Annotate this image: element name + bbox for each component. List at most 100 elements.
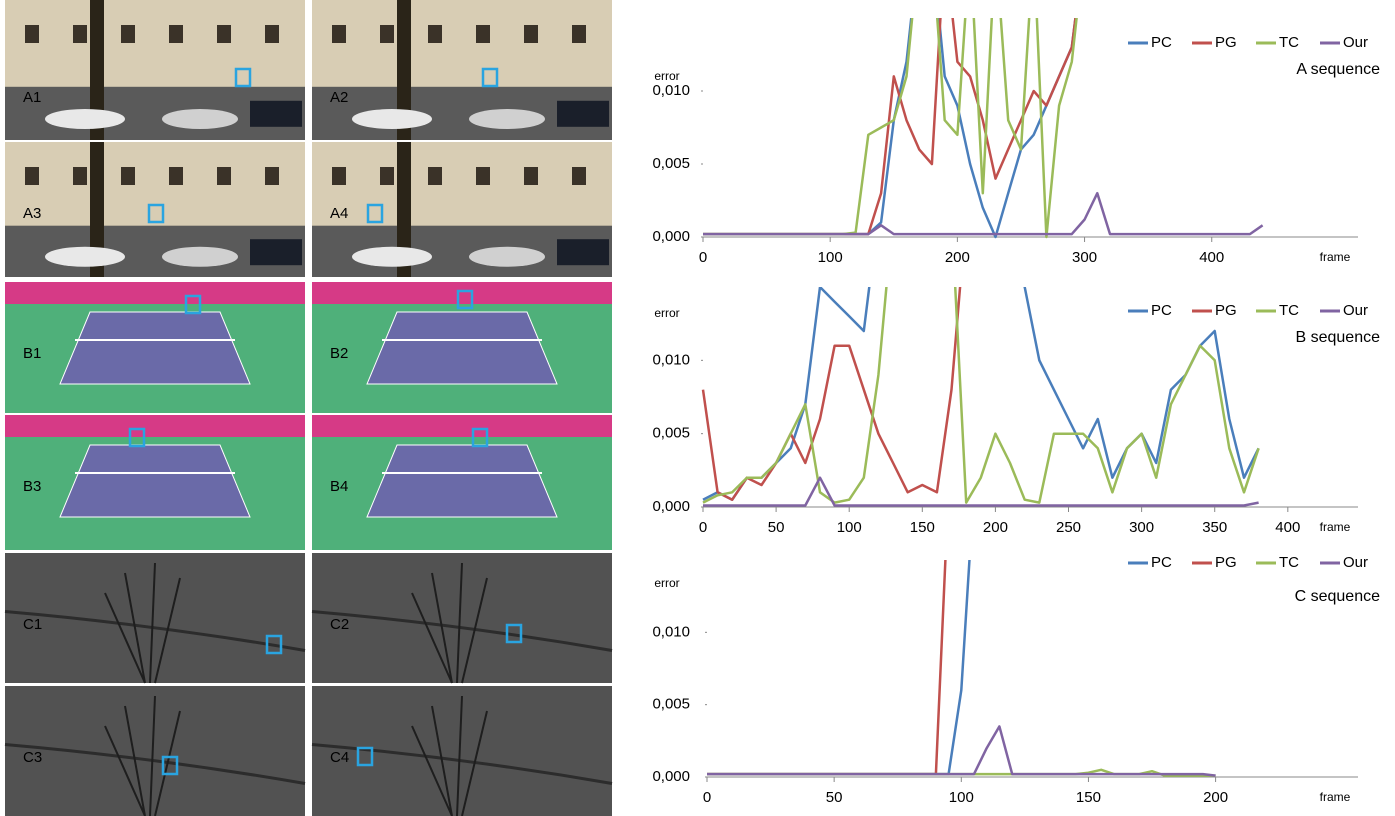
frame-label: C3 bbox=[23, 749, 42, 766]
x-axis-label: frame bbox=[1320, 520, 1351, 534]
y-axis-label: error bbox=[654, 306, 679, 320]
window bbox=[332, 167, 346, 185]
video-frame: C2 bbox=[312, 553, 612, 683]
legend-label: PC bbox=[1151, 302, 1172, 319]
chart-title: A sequence bbox=[1296, 61, 1380, 78]
x-tick-label: 250 bbox=[1056, 519, 1081, 536]
frame-label: A2 bbox=[330, 89, 348, 106]
frame-label: B2 bbox=[330, 345, 348, 362]
frame-label: C1 bbox=[23, 616, 42, 633]
series-line bbox=[703, 0, 1085, 237]
window bbox=[217, 25, 231, 43]
chart-title: C sequence bbox=[1295, 588, 1380, 605]
x-tick-label: 400 bbox=[1275, 519, 1300, 536]
frame-label: B1 bbox=[23, 345, 41, 362]
window bbox=[524, 167, 538, 185]
video-frame: A2 bbox=[312, 0, 612, 140]
court bbox=[367, 445, 557, 517]
x-tick-label: 0 bbox=[703, 789, 711, 806]
frame-label: B3 bbox=[23, 478, 41, 495]
series-line bbox=[707, 726, 1216, 775]
x-tick-label: 50 bbox=[826, 789, 843, 806]
window bbox=[265, 25, 279, 43]
legend-label: TC bbox=[1279, 302, 1299, 319]
chart-title: B sequence bbox=[1295, 329, 1380, 346]
legend-label: Our bbox=[1343, 302, 1368, 319]
video-frame: B4 bbox=[312, 415, 612, 550]
window bbox=[572, 167, 586, 185]
frame-label: C4 bbox=[330, 749, 349, 766]
legend-label: Our bbox=[1343, 554, 1368, 571]
banner bbox=[5, 415, 305, 437]
window bbox=[121, 167, 135, 185]
legend-label: TC bbox=[1279, 554, 1299, 571]
video-frame: A3 bbox=[5, 142, 305, 277]
window bbox=[332, 25, 346, 43]
video-frame: C3 bbox=[5, 686, 305, 816]
banner bbox=[5, 282, 305, 304]
series-line bbox=[703, 214, 1259, 500]
x-tick-label: 100 bbox=[837, 519, 862, 536]
window bbox=[524, 25, 538, 43]
window bbox=[217, 167, 231, 185]
series-line bbox=[703, 214, 1259, 503]
video-frame: B2 bbox=[312, 282, 612, 413]
frame-label: C2 bbox=[330, 616, 349, 633]
legend-label: PG bbox=[1215, 554, 1237, 571]
car bbox=[162, 109, 238, 129]
x-axis-label: frame bbox=[1320, 250, 1351, 264]
legend-label: PC bbox=[1151, 554, 1172, 571]
frame-label: A3 bbox=[23, 205, 41, 222]
car bbox=[469, 247, 545, 267]
window bbox=[25, 25, 39, 43]
chart: 0,0000,0050,0100100200300400errorframeA … bbox=[652, 0, 1380, 266]
window bbox=[73, 167, 87, 185]
car bbox=[557, 101, 609, 127]
car bbox=[557, 239, 609, 265]
y-tick-label: 0,005 bbox=[652, 696, 690, 713]
car bbox=[352, 109, 432, 129]
court bbox=[60, 445, 250, 517]
x-tick-label: 0 bbox=[699, 249, 707, 266]
video-frame: A4 bbox=[312, 142, 612, 277]
window bbox=[476, 167, 490, 185]
window bbox=[380, 25, 394, 43]
window bbox=[428, 25, 442, 43]
y-tick-label: 0,010 bbox=[652, 623, 690, 640]
y-tick-label: 0,010 bbox=[652, 82, 690, 99]
legend-label: PG bbox=[1215, 34, 1237, 51]
x-tick-label: 300 bbox=[1072, 249, 1097, 266]
frame-label: A1 bbox=[23, 89, 41, 106]
window bbox=[169, 167, 183, 185]
car bbox=[45, 109, 125, 129]
x-tick-label: 50 bbox=[768, 519, 785, 536]
x-tick-label: 100 bbox=[818, 249, 843, 266]
y-tick-label: 0,000 bbox=[652, 498, 690, 515]
frame-label: B4 bbox=[330, 478, 348, 495]
x-axis-label: frame bbox=[1320, 790, 1351, 804]
car bbox=[250, 239, 302, 265]
y-tick-label: 0,005 bbox=[652, 155, 690, 172]
y-tick-label: 0,010 bbox=[652, 351, 690, 368]
video-frame: A1 bbox=[5, 0, 305, 140]
car bbox=[469, 109, 545, 129]
video-frame: C4 bbox=[312, 686, 612, 816]
window bbox=[572, 25, 586, 43]
car bbox=[45, 247, 125, 267]
y-axis-label: error bbox=[654, 576, 679, 590]
video-frame: B1 bbox=[5, 282, 305, 413]
banner bbox=[312, 282, 612, 304]
legend-label: PC bbox=[1151, 34, 1172, 51]
y-tick-label: 0,000 bbox=[652, 228, 690, 245]
x-tick-label: 350 bbox=[1202, 519, 1227, 536]
window bbox=[121, 25, 135, 43]
window bbox=[428, 167, 442, 185]
x-tick-label: 200 bbox=[1203, 789, 1228, 806]
car bbox=[162, 247, 238, 267]
frame-label: A4 bbox=[330, 205, 348, 222]
car bbox=[352, 247, 432, 267]
video-frame: B3 bbox=[5, 415, 305, 550]
x-tick-label: 0 bbox=[699, 519, 707, 536]
x-tick-label: 300 bbox=[1129, 519, 1154, 536]
